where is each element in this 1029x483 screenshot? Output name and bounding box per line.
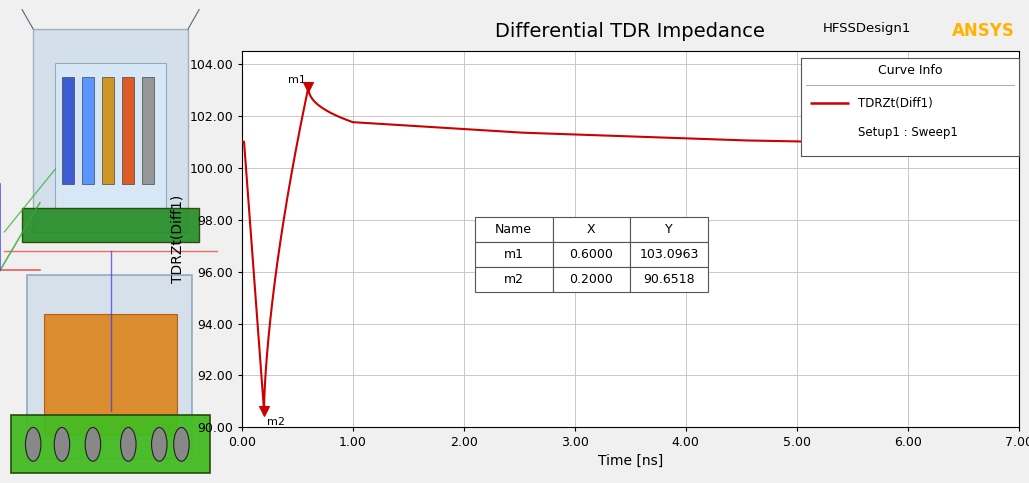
FancyBboxPatch shape <box>44 314 177 435</box>
Text: m2: m2 <box>268 417 285 427</box>
Text: HFSSDesign1: HFSSDesign1 <box>823 22 912 35</box>
Circle shape <box>85 427 101 461</box>
FancyBboxPatch shape <box>82 77 94 184</box>
FancyBboxPatch shape <box>11 415 210 473</box>
Circle shape <box>174 427 189 461</box>
Y-axis label: TDRZt(Diff1): TDRZt(Diff1) <box>170 195 184 283</box>
Title: Differential TDR Impedance: Differential TDR Impedance <box>495 22 766 41</box>
FancyBboxPatch shape <box>27 275 192 459</box>
Text: m1: m1 <box>288 74 307 85</box>
FancyBboxPatch shape <box>62 77 74 184</box>
FancyBboxPatch shape <box>33 29 188 232</box>
Circle shape <box>151 427 167 461</box>
FancyBboxPatch shape <box>23 208 199 242</box>
FancyBboxPatch shape <box>56 63 166 208</box>
Circle shape <box>26 427 41 461</box>
X-axis label: Time [ns]: Time [ns] <box>598 455 663 469</box>
Circle shape <box>55 427 70 461</box>
FancyBboxPatch shape <box>121 77 134 184</box>
Circle shape <box>120 427 136 461</box>
Text: ANSYS: ANSYS <box>952 22 1015 40</box>
FancyBboxPatch shape <box>102 77 114 184</box>
FancyBboxPatch shape <box>142 77 153 184</box>
